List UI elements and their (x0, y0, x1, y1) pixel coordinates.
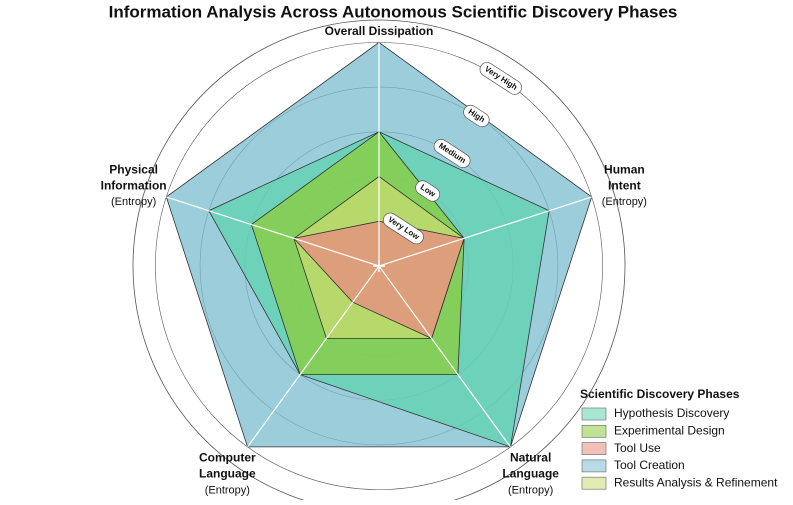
legend-title: Scientific Discovery Phases (580, 387, 740, 401)
legend-swatch (581, 442, 607, 455)
category-label: Physical Information (101, 162, 167, 192)
legend-label: Results Analysis & Refinement (614, 475, 778, 489)
category-label: Overall Dissipation (325, 24, 434, 38)
tick-label-box (479, 62, 522, 95)
category-subtitle: (Entropy) (508, 485, 553, 497)
spoke (378, 196, 592, 267)
category-subtitle: (Entropy) (602, 196, 647, 208)
category-label-line: Information (101, 178, 167, 192)
category-subtitle: (Entropy) (111, 196, 156, 208)
category-label: Human Intent (604, 162, 645, 192)
spoke (166, 196, 380, 267)
category-label: Computer Language (199, 451, 256, 481)
legend-label: Experimental Design (614, 423, 725, 437)
category-label-line: Natural (510, 451, 551, 465)
spoke (247, 265, 380, 448)
tick-label-group: Low (415, 180, 441, 202)
legend-swatch (581, 476, 607, 490)
category-label-line: Language (502, 467, 559, 481)
tick-label-group: Very High (479, 62, 522, 95)
category-label-line: Intent (608, 178, 641, 192)
legend-label: Tool Use (614, 441, 661, 455)
category-label-line: Computer (199, 451, 256, 465)
category-label-line: Language (199, 467, 256, 481)
category-label-line: Physical (109, 162, 158, 176)
legend-swatch (581, 459, 607, 473)
chart-title: Information Analysis Across Autonomous S… (109, 2, 678, 21)
legend-swatch (581, 424, 607, 438)
category-subtitle: (Entropy) (205, 485, 250, 497)
tick-label-group: High (463, 104, 490, 128)
legend-label: Tool Creation (614, 458, 685, 472)
center-marker (373, 260, 385, 272)
axis-frame (132, 19, 626, 505)
tick-label-box (433, 139, 471, 168)
legend-label: Hypothesis Discovery (614, 406, 729, 420)
category-label-line: Human (604, 162, 645, 176)
tick-label-box (382, 212, 424, 245)
category-label: Natural Language (502, 451, 559, 481)
spoke (378, 265, 511, 448)
legend-swatch (581, 407, 607, 421)
series-area (293, 220, 465, 339)
tick-label-box (415, 180, 441, 202)
